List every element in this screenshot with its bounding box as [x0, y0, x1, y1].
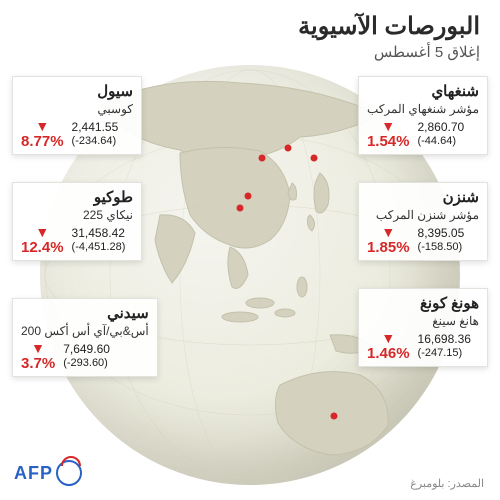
arrow-down-icon: ▼ [35, 119, 49, 133]
market-dot-sydney [331, 413, 338, 420]
market-change: (-247.15) [418, 347, 471, 360]
market-values: 2,441.55(-234.64) [72, 121, 119, 147]
market-pct-block: ▼1.85% [367, 225, 410, 255]
market-index: مؤشر شنزن المركب [367, 208, 479, 224]
header: البورصات الآسيوية إغلاق 5 أغسطس [298, 12, 480, 61]
market-values: 2,860.70(-44.64) [417, 121, 464, 147]
market-value: 8,395.05 [418, 227, 465, 241]
market-change: (-44.64) [417, 135, 464, 148]
market-index: نيكاي 225 [21, 208, 133, 224]
market-dot-shanghai [259, 155, 266, 162]
market-pct: 1.85% [367, 240, 410, 255]
market-card-seoul: سيولكوسبي▼8.77% 2,441.55(-234.64) [12, 76, 142, 155]
market-pct-block: ▼8.77% [21, 119, 64, 149]
market-pct-block: ▼1.46% [367, 331, 410, 361]
market-dot-hongkong [237, 205, 244, 212]
market-values: 16,698.36(-247.15) [418, 333, 471, 359]
market-change: (-293.60) [63, 357, 110, 370]
market-value: 7,649.60 [63, 343, 110, 357]
market-dot-shenzhen [245, 193, 252, 200]
market-card-shenzhen: شنزنمؤشر شنزن المركب▼1.85% 8,395.05(-158.… [358, 182, 488, 261]
market-index: أس&بي/آي أس أكس 200 [21, 324, 149, 340]
market-values: 31,458.42(-4,451.28) [72, 227, 126, 253]
market-index: مؤشر شنغهاي المركب [367, 102, 479, 118]
market-card-tokyo: طوكيونيكاي 225▼12.4% 31,458.42(-4,451.28) [12, 182, 142, 261]
page-subtitle: إغلاق 5 أغسطس [298, 43, 480, 61]
arrow-down-icon: ▼ [35, 225, 49, 239]
market-index: هانغ سينغ [367, 314, 479, 330]
arrow-down-icon: ▼ [381, 225, 395, 239]
market-value: 16,698.36 [418, 333, 471, 347]
market-city: طوكيو [21, 188, 133, 208]
source-credit: المصدر: بلومبرغ [410, 477, 484, 490]
market-values: 7,649.60(-293.60) [63, 343, 110, 369]
market-pct: 1.54% [367, 134, 410, 149]
afp-logo-icon [56, 460, 82, 486]
market-card-sydney: سيدنيأس&بي/آي أس أكس 200▼3.7% 7,649.60(-2… [12, 298, 158, 377]
arrow-down-icon: ▼ [381, 119, 395, 133]
market-city: سيول [21, 82, 133, 102]
market-change: (-4,451.28) [72, 241, 126, 254]
market-pct: 12.4% [21, 240, 64, 255]
afp-logo-text: AFP [14, 463, 53, 484]
market-value: 2,860.70 [417, 121, 464, 135]
market-change: (-158.50) [418, 241, 465, 254]
market-pct: 1.46% [367, 346, 410, 361]
market-city: شنغهاي [367, 82, 479, 102]
market-value: 2,441.55 [72, 121, 119, 135]
market-pct-block: ▼1.54% [367, 119, 410, 149]
market-value: 31,458.42 [72, 227, 126, 241]
arrow-down-icon: ▼ [31, 341, 45, 355]
market-index: كوسبي [21, 102, 133, 118]
market-dot-tokyo [311, 155, 318, 162]
market-pct: 3.7% [21, 356, 55, 371]
market-city: شنزن [367, 188, 479, 208]
market-dot-seoul [285, 145, 292, 152]
market-change: (-234.64) [72, 135, 119, 148]
market-pct-block: ▼3.7% [21, 341, 55, 371]
market-city: هونغ كونغ [367, 294, 479, 314]
page-title: البورصات الآسيوية [298, 12, 480, 41]
afp-logo: AFP [14, 460, 82, 486]
market-values: 8,395.05(-158.50) [418, 227, 465, 253]
market-card-hongkong: هونغ كونغهانغ سينغ▼1.46% 16,698.36(-247.1… [358, 288, 488, 367]
market-pct-block: ▼12.4% [21, 225, 64, 255]
market-pct: 8.77% [21, 134, 64, 149]
arrow-down-icon: ▼ [381, 331, 395, 345]
market-city: سيدني [21, 304, 149, 324]
market-card-shanghai: شنغهايمؤشر شنغهاي المركب▼1.54% 2,860.70(-… [358, 76, 488, 155]
